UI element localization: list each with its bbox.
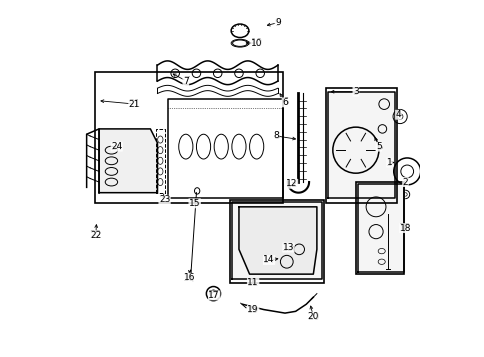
Text: 23: 23 bbox=[159, 195, 170, 204]
Text: 15: 15 bbox=[188, 198, 200, 208]
Text: 24: 24 bbox=[110, 142, 122, 152]
Polygon shape bbox=[357, 184, 403, 272]
Text: 17: 17 bbox=[208, 291, 219, 300]
Text: 6: 6 bbox=[281, 97, 287, 107]
Text: 13: 13 bbox=[282, 242, 294, 252]
Text: 16: 16 bbox=[183, 273, 195, 283]
Text: 5: 5 bbox=[375, 142, 381, 151]
Text: 7: 7 bbox=[182, 77, 188, 86]
Bar bbox=[229, 200, 323, 283]
Text: 15: 15 bbox=[189, 199, 200, 208]
Text: 8: 8 bbox=[272, 131, 278, 141]
Text: 22: 22 bbox=[90, 231, 101, 240]
Text: 17: 17 bbox=[208, 290, 220, 300]
Polygon shape bbox=[239, 207, 316, 274]
Text: 19: 19 bbox=[246, 305, 259, 315]
Text: 9: 9 bbox=[274, 17, 280, 27]
Text: 3: 3 bbox=[352, 87, 358, 96]
Polygon shape bbox=[99, 129, 157, 193]
Text: 2: 2 bbox=[402, 177, 408, 187]
Text: 16: 16 bbox=[183, 273, 195, 282]
Text: 18: 18 bbox=[398, 223, 411, 233]
Polygon shape bbox=[231, 201, 321, 280]
Text: 18: 18 bbox=[399, 223, 410, 233]
Text: 6: 6 bbox=[282, 98, 287, 107]
Text: 8: 8 bbox=[272, 131, 279, 141]
Text: 11: 11 bbox=[247, 278, 258, 287]
Bar bbox=[325, 88, 396, 203]
Text: 1: 1 bbox=[386, 157, 392, 167]
Text: 4: 4 bbox=[394, 110, 401, 120]
Text: 2: 2 bbox=[402, 177, 408, 187]
Bar bbox=[355, 182, 403, 274]
Text: 12: 12 bbox=[285, 179, 298, 189]
Text: 21: 21 bbox=[128, 99, 140, 109]
Text: 22: 22 bbox=[89, 230, 102, 240]
Text: 24: 24 bbox=[111, 142, 122, 151]
Text: 21: 21 bbox=[129, 100, 140, 109]
Text: 3: 3 bbox=[352, 87, 358, 97]
Text: 9: 9 bbox=[274, 18, 280, 27]
Text: 23: 23 bbox=[158, 195, 170, 205]
Text: 10: 10 bbox=[250, 39, 262, 48]
Text: 7: 7 bbox=[182, 76, 189, 86]
Text: 20: 20 bbox=[307, 312, 318, 321]
Polygon shape bbox=[327, 92, 394, 198]
Text: 10: 10 bbox=[250, 38, 262, 48]
Text: 1: 1 bbox=[386, 158, 392, 167]
Text: 14: 14 bbox=[263, 256, 274, 265]
Text: 14: 14 bbox=[262, 255, 274, 265]
Text: 19: 19 bbox=[247, 305, 258, 314]
Text: 20: 20 bbox=[306, 312, 319, 322]
Text: 5: 5 bbox=[375, 142, 381, 152]
Text: 12: 12 bbox=[286, 179, 297, 188]
Text: 4: 4 bbox=[395, 110, 400, 119]
Bar bbox=[95, 72, 283, 203]
Text: 13: 13 bbox=[282, 243, 294, 252]
Text: 11: 11 bbox=[246, 278, 259, 288]
